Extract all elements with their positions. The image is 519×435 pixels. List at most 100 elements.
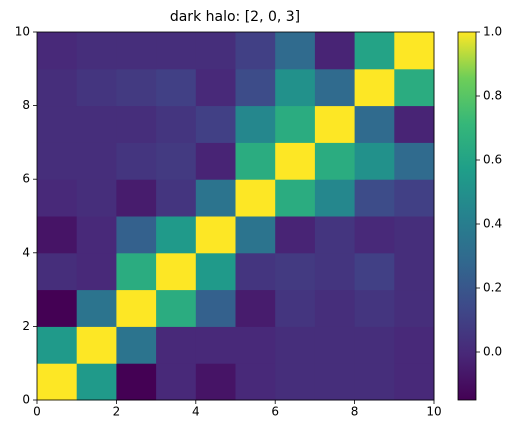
heatmap-cell bbox=[275, 363, 316, 401]
heatmap-cell bbox=[116, 142, 157, 180]
heatmap-cell bbox=[235, 68, 276, 107]
heatmap-cell bbox=[235, 252, 276, 291]
heatmap-cell bbox=[37, 326, 78, 364]
x-tick-label: 8 bbox=[351, 405, 359, 419]
heatmap-cell bbox=[314, 326, 356, 364]
heatmap-cell bbox=[116, 32, 157, 70]
y-tick-label: 8 bbox=[22, 98, 30, 112]
heatmap-cell bbox=[116, 326, 157, 364]
heatmap-cell bbox=[235, 326, 276, 364]
heatmap-cell bbox=[76, 326, 117, 364]
heatmap-cell bbox=[314, 252, 356, 291]
heatmap-cell bbox=[314, 289, 356, 327]
colorbar bbox=[457, 31, 477, 401]
heatmap-cell bbox=[394, 363, 435, 401]
heatmap-cell bbox=[76, 68, 117, 107]
heatmap-cell bbox=[37, 142, 78, 180]
heatmap-cell bbox=[235, 216, 276, 254]
heatmap-cell bbox=[76, 363, 117, 401]
heatmap-cell bbox=[37, 363, 78, 401]
y-tick-label: 4 bbox=[22, 245, 30, 259]
chart-title: dark halo: [2, 0, 3] bbox=[170, 9, 300, 25]
heatmap-cell bbox=[275, 289, 316, 327]
heatmap-cell bbox=[37, 252, 78, 291]
colorbar-tick-label: 0.0 bbox=[483, 345, 502, 359]
x-tick-label: 6 bbox=[271, 405, 279, 419]
heatmap-cell bbox=[76, 105, 117, 143]
heatmap-cell bbox=[394, 179, 435, 217]
heatmap-cell bbox=[195, 289, 236, 327]
colorbar-tick-label: 0.8 bbox=[483, 89, 502, 103]
heatmap-cell bbox=[195, 68, 236, 107]
heatmap-cell bbox=[37, 179, 78, 217]
heatmap-cell bbox=[76, 216, 117, 254]
heatmap-cell bbox=[195, 105, 236, 143]
heatmap-cell bbox=[354, 252, 395, 291]
heatmap-cell bbox=[37, 68, 78, 107]
heatmap-cell bbox=[156, 326, 197, 364]
heatmap-cell bbox=[394, 289, 435, 327]
heatmap-cell bbox=[275, 252, 316, 291]
heatmap-cell bbox=[314, 363, 356, 401]
plot-frame bbox=[36, 31, 435, 401]
heatmap-cell bbox=[394, 252, 435, 291]
heatmap-cell bbox=[354, 289, 395, 327]
heatmap-cell bbox=[156, 289, 197, 327]
heatmap-cell bbox=[314, 216, 356, 254]
heatmap-cell bbox=[275, 179, 316, 217]
y-tick-label: 6 bbox=[22, 172, 30, 186]
heatmap-cell bbox=[354, 32, 395, 70]
heatmap-cell bbox=[354, 363, 395, 401]
heatmap-cell bbox=[275, 326, 316, 364]
heatmap-cell bbox=[156, 32, 197, 70]
heatmap-cell bbox=[76, 142, 117, 180]
heatmap-cell bbox=[275, 68, 316, 107]
heatmap-cell bbox=[354, 179, 395, 217]
colorbar-tick-label: 1.0 bbox=[483, 25, 502, 39]
heatmap-cell bbox=[394, 68, 435, 107]
heatmap-cell bbox=[116, 289, 157, 327]
heatmap-cell bbox=[37, 32, 78, 70]
heatmap-cell bbox=[76, 289, 117, 327]
heatmap-cell bbox=[156, 68, 197, 107]
heatmap-cell bbox=[37, 105, 78, 143]
x-tick-label: 4 bbox=[192, 405, 200, 419]
heatmap-cell bbox=[275, 32, 316, 70]
heatmap-cell bbox=[235, 32, 276, 70]
heatmap-cell bbox=[314, 32, 356, 70]
heatmap-cell bbox=[195, 216, 236, 254]
heatmap-cell bbox=[195, 179, 236, 217]
heatmap-cell bbox=[394, 32, 435, 70]
heatmap-cell bbox=[235, 142, 276, 180]
heatmap-cell bbox=[76, 252, 117, 291]
heatmap-cell bbox=[354, 142, 395, 180]
heatmap-cell bbox=[37, 216, 78, 254]
heatmap-cell bbox=[116, 252, 157, 291]
heatmap-cell bbox=[156, 142, 197, 180]
heatmap-cell bbox=[275, 105, 316, 143]
heatmap-cell bbox=[394, 142, 435, 180]
heatmap-cell bbox=[156, 105, 197, 143]
heatmap-cell bbox=[275, 216, 316, 254]
heatmap-cell bbox=[156, 363, 197, 401]
colorbar-tick-label: 0.2 bbox=[483, 281, 502, 295]
heatmap-cell bbox=[394, 105, 435, 143]
colorbar-tick-label: 0.6 bbox=[483, 153, 502, 167]
heatmap-cell bbox=[195, 363, 236, 401]
heatmap-cell bbox=[235, 289, 276, 327]
x-tick-label: 2 bbox=[113, 405, 121, 419]
heatmap-cell bbox=[76, 179, 117, 217]
heatmap-cell bbox=[314, 68, 356, 107]
heatmap-cell bbox=[394, 326, 435, 364]
heatmap-cell bbox=[195, 252, 236, 291]
heatmap-cell bbox=[156, 179, 197, 217]
heatmap-cell bbox=[275, 142, 316, 180]
heatmap-cell bbox=[116, 179, 157, 217]
heatmap-cell bbox=[156, 216, 197, 254]
heatmap-cell bbox=[354, 326, 395, 364]
heatmap-cell bbox=[314, 179, 356, 217]
y-tick-label: 2 bbox=[22, 319, 30, 333]
heatmap-cell bbox=[354, 68, 395, 107]
